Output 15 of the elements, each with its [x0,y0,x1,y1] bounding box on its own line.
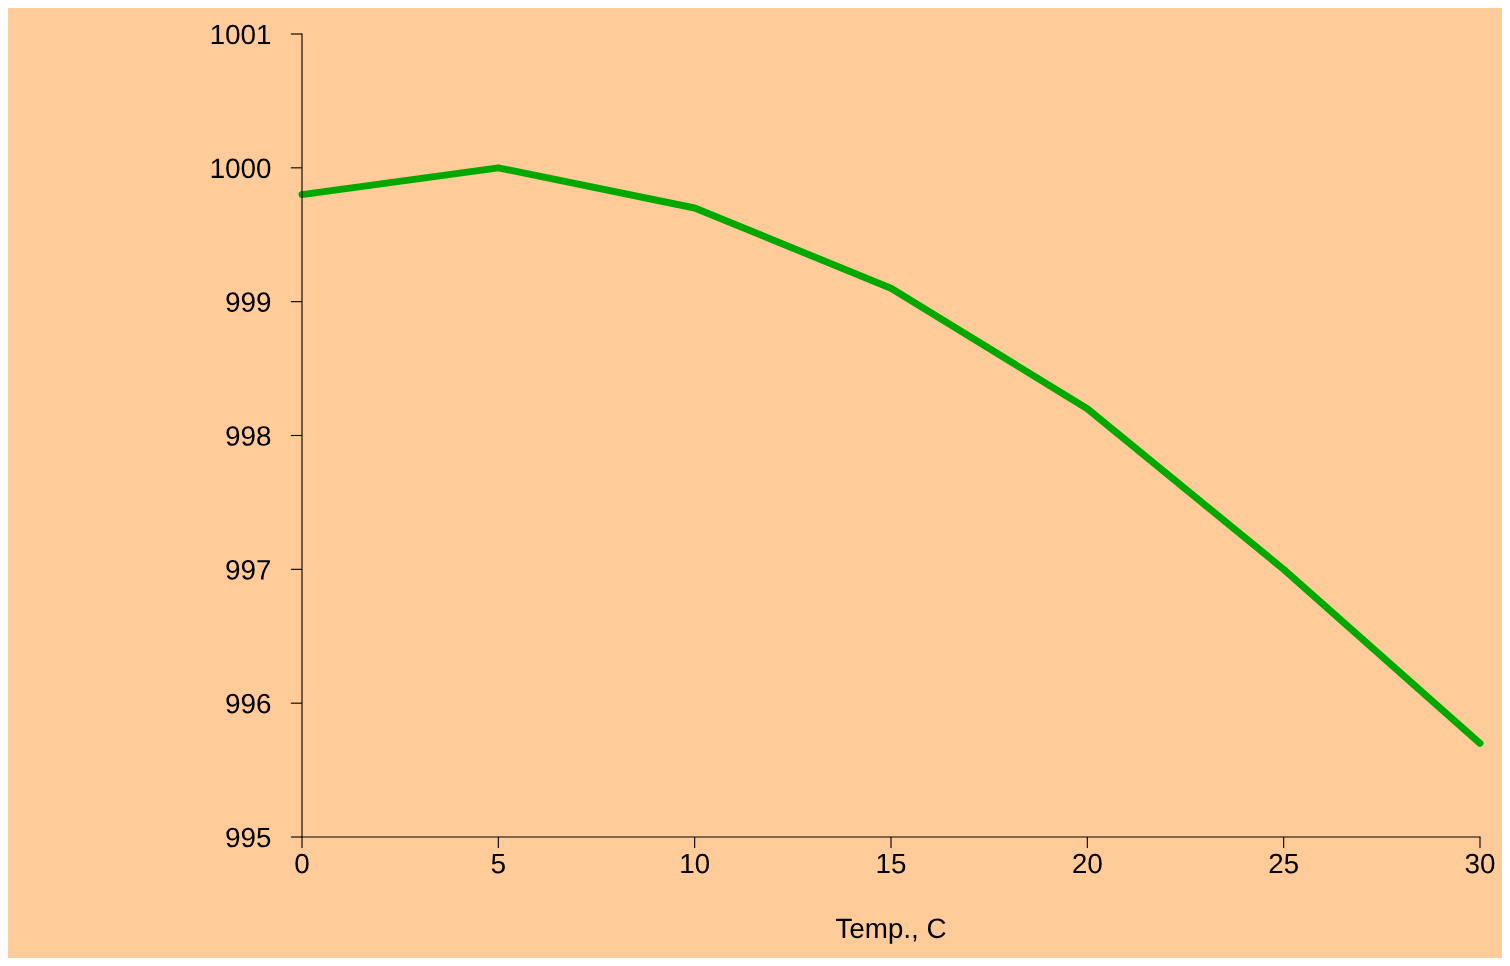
x-tick-label: 0 [295,853,309,874]
x-tick-label: 10 [681,853,710,874]
y-tick-label: 1000 [211,158,271,179]
x-tick-label: 30 [1465,853,1495,874]
y-tick-label: 1001 [211,24,271,45]
x-tick-label: 20 [1073,853,1102,874]
y-tick-label: 996 [226,693,271,714]
x-tick-label: 5 [491,853,505,874]
x-tick-label: 25 [1269,853,1298,874]
x-tick-label: 15 [877,853,906,874]
y-tick-label: 997 [226,560,271,580]
y-tick-label: 995 [226,827,271,848]
y-tick-label: 999 [226,292,271,313]
y-tick-label: 998 [226,426,271,446]
x-axis-title: Temp., C [836,918,946,944]
